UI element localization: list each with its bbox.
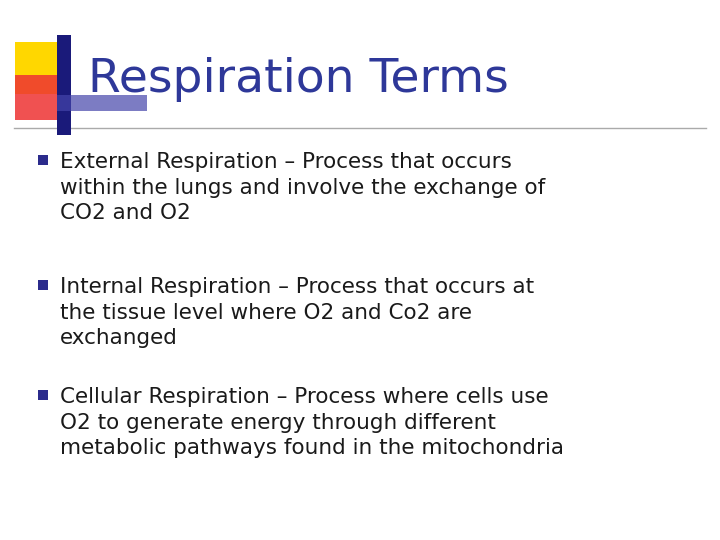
Bar [57, 35, 71, 135]
Text: Respiration Terms: Respiration Terms [88, 57, 509, 103]
Bar [57, 95, 147, 111]
Bar [38, 280, 48, 290]
Text: Cellular Respiration – Process where cells use
O2 to generate energy through dif: Cellular Respiration – Process where cel… [60, 387, 564, 458]
Text: Internal Respiration – Process that occurs at
the tissue level where O2 and Co2 : Internal Respiration – Process that occu… [60, 277, 534, 348]
Bar [38, 390, 48, 400]
Bar [15, 75, 60, 120]
Text: External Respiration – Process that occurs
within the lungs and involve the exch: External Respiration – Process that occu… [60, 152, 545, 223]
Bar [38, 155, 48, 165]
Bar [15, 42, 67, 94]
